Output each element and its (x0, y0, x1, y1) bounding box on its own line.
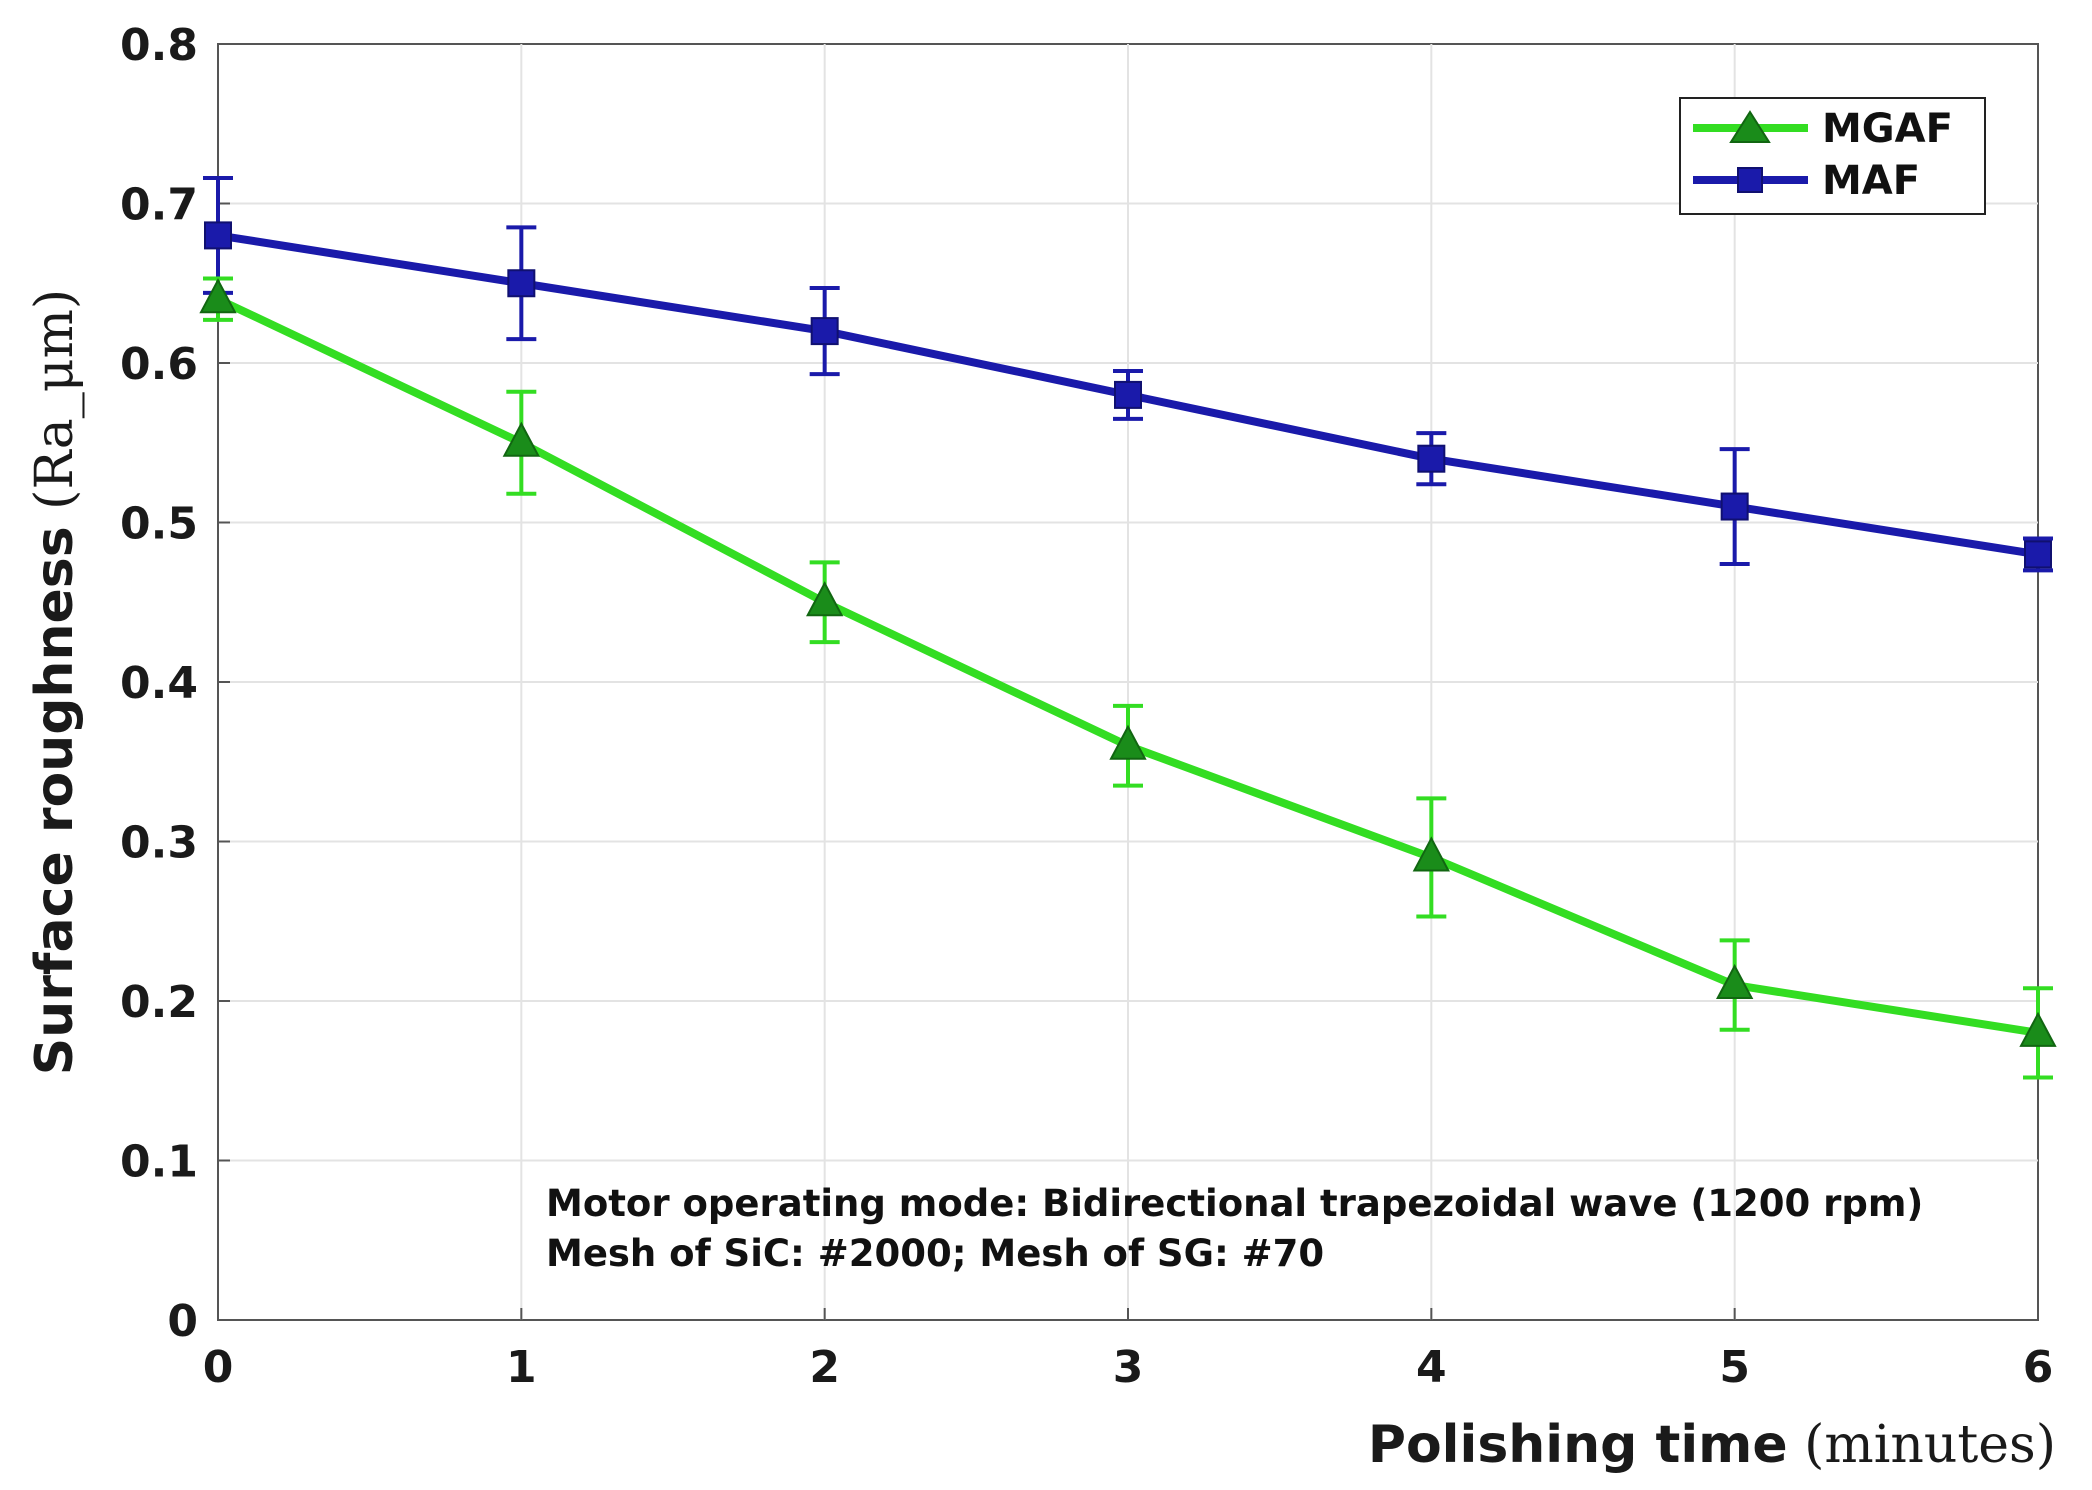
data-point (502, 421, 540, 457)
data-point (1720, 492, 1749, 521)
data-point (1109, 724, 1147, 760)
annotation-line-2: Mesh of SiC: #2000; Mesh of SG: #70 (546, 1232, 1324, 1275)
annotation: Motor operating mode: Bidirectional trap… (546, 1182, 1923, 1275)
y-tick-label: 0.1 (120, 1137, 198, 1188)
y-tick-label: 0.4 (120, 658, 198, 709)
legend-marker-mgaf (1729, 110, 1771, 143)
series-mgaf (199, 276, 2057, 1080)
legend-label-maf: MAF (1822, 158, 1920, 204)
y-tick-labels: 0 0.1 0.2 0.3 0.4 0.5 0.6 0.7 0.8 (120, 20, 198, 1347)
annotation-line-1: Motor operating mode: Bidirectional trap… (546, 1182, 1923, 1225)
data-point (2019, 1011, 2057, 1047)
legend-marker-maf (1737, 167, 1763, 193)
x-axis-title: Polishing time (minutes) (1368, 1415, 2056, 1475)
y-tick-label: 0.5 (120, 499, 198, 550)
y-tick-label: 0.2 (120, 977, 198, 1028)
series-layer (199, 175, 2057, 1080)
data-point (1114, 380, 1142, 409)
data-point (1412, 836, 1450, 872)
legend: MGAF MAF (1679, 97, 1986, 215)
x-tick-labels: 0 1 2 3 4 5 6 (203, 1342, 2054, 1393)
y-tick-label: 0 (167, 1296, 198, 1347)
x-tick-label: 2 (809, 1342, 840, 1393)
x-tick-label: 3 (1113, 1342, 1144, 1393)
y-tick-label: 0.6 (120, 339, 198, 390)
data-point (507, 269, 536, 298)
x-tick-label: 5 (1719, 1342, 1750, 1393)
data-point (810, 317, 839, 346)
series-maf (203, 175, 2053, 573)
data-point (1417, 444, 1446, 473)
data-point (1716, 963, 1754, 1000)
data-point (806, 581, 844, 617)
legend-label-mgaf: MGAF (1822, 106, 1953, 152)
x-tick-label: 4 (1416, 1342, 1447, 1393)
data-point (199, 278, 237, 314)
legend-box (1679, 97, 1986, 215)
data-point (2024, 540, 2052, 569)
x-tick-label: 0 (203, 1342, 234, 1393)
x-tick-label: 1 (506, 1342, 537, 1393)
y-tick-label: 0.8 (120, 20, 198, 71)
y-tick-label: 0.7 (120, 180, 198, 231)
data-point (204, 221, 232, 250)
x-tick-label: 6 (2023, 1342, 2054, 1393)
y-axis-title: Surface roughness (Ra_μm) (25, 289, 85, 1075)
y-tick-label: 0.3 (120, 818, 198, 869)
